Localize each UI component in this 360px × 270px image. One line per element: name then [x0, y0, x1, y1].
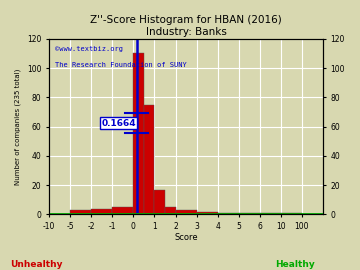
Bar [144, 105, 154, 214]
Text: ©www.textbiz.org: ©www.textbiz.org [55, 46, 123, 52]
Bar [260, 213, 281, 214]
Bar [134, 53, 144, 214]
Text: Unhealthy: Unhealthy [10, 260, 62, 269]
Bar [197, 211, 217, 214]
Bar [176, 210, 197, 214]
Bar [217, 213, 239, 214]
Text: 0.1664: 0.1664 [101, 119, 136, 128]
Bar [70, 210, 91, 214]
Text: Healthy: Healthy [275, 260, 315, 269]
Y-axis label: Number of companies (235 total): Number of companies (235 total) [15, 68, 22, 185]
X-axis label: Score: Score [174, 232, 198, 241]
Bar [154, 190, 165, 214]
Bar [112, 207, 134, 214]
Bar [281, 213, 302, 214]
Bar [165, 207, 176, 214]
Title: Z''-Score Histogram for HBAN (2016)
Industry: Banks: Z''-Score Histogram for HBAN (2016) Indu… [90, 15, 282, 37]
Bar [239, 213, 260, 214]
Bar [91, 209, 112, 214]
Text: The Research Foundation of SUNY: The Research Foundation of SUNY [55, 62, 186, 68]
